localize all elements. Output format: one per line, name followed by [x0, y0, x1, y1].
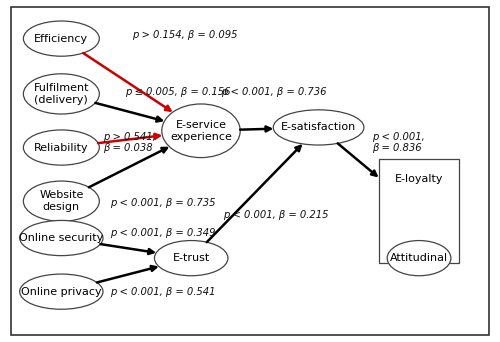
Text: p > 0.541,
β = 0.038: p > 0.541, β = 0.038 — [103, 132, 156, 153]
Text: p ≤ 0.005, β = 0.156: p ≤ 0.005, β = 0.156 — [125, 87, 230, 97]
Ellipse shape — [387, 240, 451, 276]
Text: p > 0.154, β = 0.095: p > 0.154, β = 0.095 — [132, 30, 238, 40]
Text: E-trust: E-trust — [172, 253, 210, 263]
Text: Fulfilment
(delivery): Fulfilment (delivery) — [34, 83, 89, 105]
Text: p < 0.001, β = 0.735: p < 0.001, β = 0.735 — [110, 198, 216, 208]
Text: p < 0.001, β = 0.736: p < 0.001, β = 0.736 — [220, 87, 326, 97]
Text: Attitudinal: Attitudinal — [390, 253, 448, 263]
Text: E-satisfaction: E-satisfaction — [281, 122, 356, 132]
Ellipse shape — [24, 74, 100, 114]
Text: Website
design: Website design — [39, 190, 84, 212]
Text: Efficiency: Efficiency — [34, 34, 88, 44]
Text: Online security: Online security — [19, 233, 103, 243]
FancyBboxPatch shape — [378, 159, 460, 263]
Text: Online privacy: Online privacy — [21, 287, 102, 297]
Text: p < 0.001,
β = 0.836: p < 0.001, β = 0.836 — [372, 132, 425, 153]
Text: Reliability: Reliability — [34, 143, 88, 153]
Ellipse shape — [154, 240, 228, 276]
Text: E-service
experience: E-service experience — [170, 120, 232, 142]
Ellipse shape — [162, 104, 240, 158]
Text: p < 0.001, β = 0.541: p < 0.001, β = 0.541 — [110, 287, 216, 297]
Ellipse shape — [274, 110, 364, 145]
Ellipse shape — [20, 221, 103, 255]
Text: p < 0.001, β = 0.349: p < 0.001, β = 0.349 — [110, 228, 216, 238]
Ellipse shape — [24, 181, 100, 221]
Text: p < 0.001, β = 0.215: p < 0.001, β = 0.215 — [223, 210, 328, 220]
Text: E-loyalty: E-loyalty — [395, 174, 444, 184]
Ellipse shape — [20, 274, 103, 309]
Ellipse shape — [24, 130, 100, 165]
Ellipse shape — [24, 21, 100, 56]
